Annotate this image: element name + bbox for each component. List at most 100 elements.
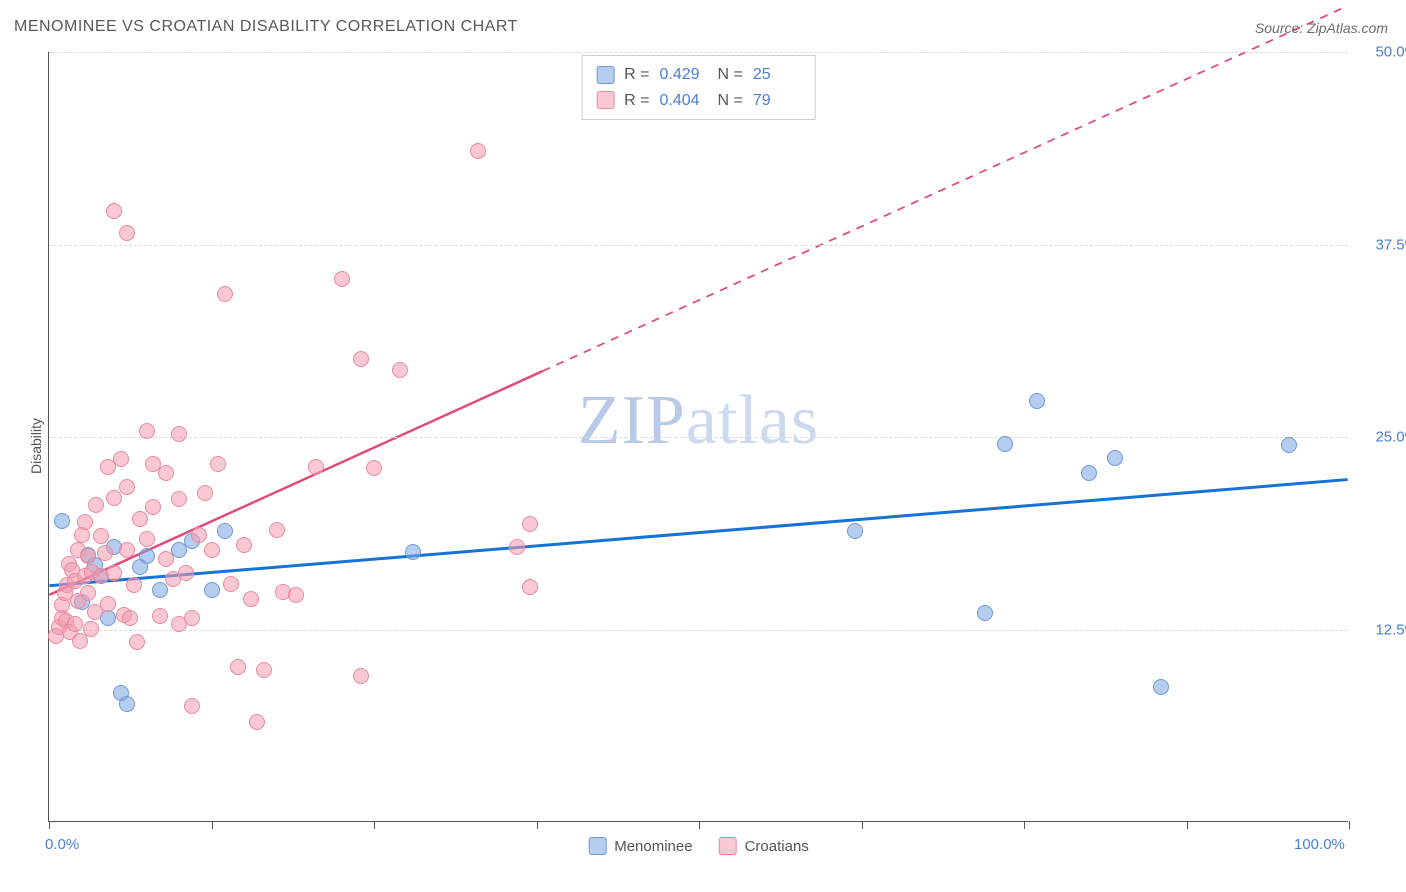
swatch-croatians (596, 91, 614, 109)
scatter-point-croatians (106, 565, 122, 581)
scatter-point-menominee (1081, 465, 1097, 481)
grid-line-h (49, 630, 1348, 631)
scatter-point-croatians (171, 491, 187, 507)
scatter-point-croatians (353, 668, 369, 684)
scatter-point-croatians (353, 351, 369, 367)
x-tick (212, 821, 213, 829)
legend-label: Croatians (745, 838, 809, 855)
scatter-point-croatians (509, 539, 525, 555)
n-value: 25 (753, 62, 801, 88)
scatter-point-croatians (122, 610, 138, 626)
scatter-point-menominee (977, 605, 993, 621)
scatter-point-croatians (171, 426, 187, 442)
scatter-point-croatians (132, 511, 148, 527)
scatter-point-croatians (119, 479, 135, 495)
scatter-point-croatians (93, 528, 109, 544)
r-label: R = (624, 62, 649, 88)
scatter-point-croatians (67, 616, 83, 632)
swatch-menominee (596, 66, 614, 84)
scatter-point-menominee (847, 523, 863, 539)
scatter-point-croatians (97, 545, 113, 561)
scatter-point-croatians (80, 548, 96, 564)
scatter-point-croatians (139, 531, 155, 547)
scatter-point-croatians (77, 514, 93, 530)
scatter-point-menominee (1107, 450, 1123, 466)
scatter-point-croatians (119, 225, 135, 241)
grid-line-h (49, 52, 1348, 53)
scatter-point-croatians (152, 608, 168, 624)
scatter-point-croatians (243, 591, 259, 607)
r-value: 0.404 (660, 88, 708, 114)
watermark-zip: ZIP (578, 382, 686, 459)
grid-line-h (49, 245, 1348, 246)
scatter-point-croatians (129, 634, 145, 650)
legend-swatch (719, 837, 737, 855)
x-tick-label: 0.0% (45, 836, 79, 853)
scatter-point-menominee (1029, 393, 1045, 409)
scatter-point-croatians (288, 587, 304, 603)
x-tick (374, 821, 375, 829)
scatter-point-menominee (1153, 679, 1169, 695)
n-label: N = (718, 88, 743, 114)
x-tick (699, 821, 700, 829)
scatter-point-croatians (184, 698, 200, 714)
scatter-point-croatians (113, 451, 129, 467)
x-tick (862, 821, 863, 829)
scatter-point-croatians (366, 460, 382, 476)
y-tick-label: 12.5% (1375, 621, 1406, 638)
x-tick (1349, 821, 1350, 829)
r-value: 0.429 (660, 62, 708, 88)
trend-line-menominee (49, 480, 1347, 586)
scatter-point-menominee (54, 513, 70, 529)
scatter-point-croatians (145, 499, 161, 515)
y-tick-label: 50.0% (1375, 44, 1406, 61)
scatter-point-croatians (470, 143, 486, 159)
scatter-point-croatians (249, 714, 265, 730)
scatter-point-croatians (191, 527, 207, 543)
y-tick-label: 37.5% (1375, 236, 1406, 253)
scatter-point-croatians (334, 271, 350, 287)
scatter-point-menominee (1281, 437, 1297, 453)
scatter-point-menominee (217, 523, 233, 539)
scatter-point-croatians (106, 203, 122, 219)
legend-item: Menominee (588, 837, 692, 855)
y-axis-label: Disability (28, 418, 44, 474)
watermark-atlas: atlas (686, 382, 819, 459)
scatter-point-menominee (119, 696, 135, 712)
n-value: 79 (753, 88, 801, 114)
scatter-point-croatians (106, 490, 122, 506)
y-tick-label: 25.0% (1375, 429, 1406, 446)
grid-line-h (49, 437, 1348, 438)
scatter-point-croatians (178, 565, 194, 581)
x-tick (1187, 821, 1188, 829)
bottom-legend: Menominee Croatians (588, 837, 809, 855)
scatter-point-croatians (80, 585, 96, 601)
n-label: N = (718, 62, 743, 88)
scatter-point-croatians (522, 579, 538, 595)
scatter-point-croatians (230, 659, 246, 675)
scatter-point-croatians (88, 497, 104, 513)
scatter-point-croatians (210, 456, 226, 472)
x-tick-label: 100.0% (1294, 836, 1345, 853)
scatter-point-croatians (100, 596, 116, 612)
stats-legend: R = 0.429 N = 25R = 0.404 N = 79 (581, 55, 816, 120)
scatter-point-menominee (152, 582, 168, 598)
scatter-point-croatians (223, 576, 239, 592)
stats-row-menominee: R = 0.429 N = 25 (596, 62, 801, 88)
source-label: Source: ZipAtlas.com (1255, 20, 1388, 36)
scatter-point-croatians (119, 542, 135, 558)
scatter-point-croatians (158, 465, 174, 481)
legend-swatch (588, 837, 606, 855)
stats-row-croatians: R =0.404N =79 (596, 88, 801, 114)
chart-title: MENOMINEE VS CROATIAN DISABILITY CORRELA… (14, 18, 518, 36)
scatter-point-croatians (204, 542, 220, 558)
scatter-point-menominee (139, 548, 155, 564)
scatter-point-croatians (139, 423, 155, 439)
scatter-point-croatians (392, 362, 408, 378)
scatter-point-croatians (522, 516, 538, 532)
legend-item: Croatians (719, 837, 809, 855)
scatter-point-croatians (197, 485, 213, 501)
scatter-point-croatians (217, 286, 233, 302)
watermark: ZIPatlas (578, 381, 819, 461)
scatter-point-croatians (83, 621, 99, 637)
